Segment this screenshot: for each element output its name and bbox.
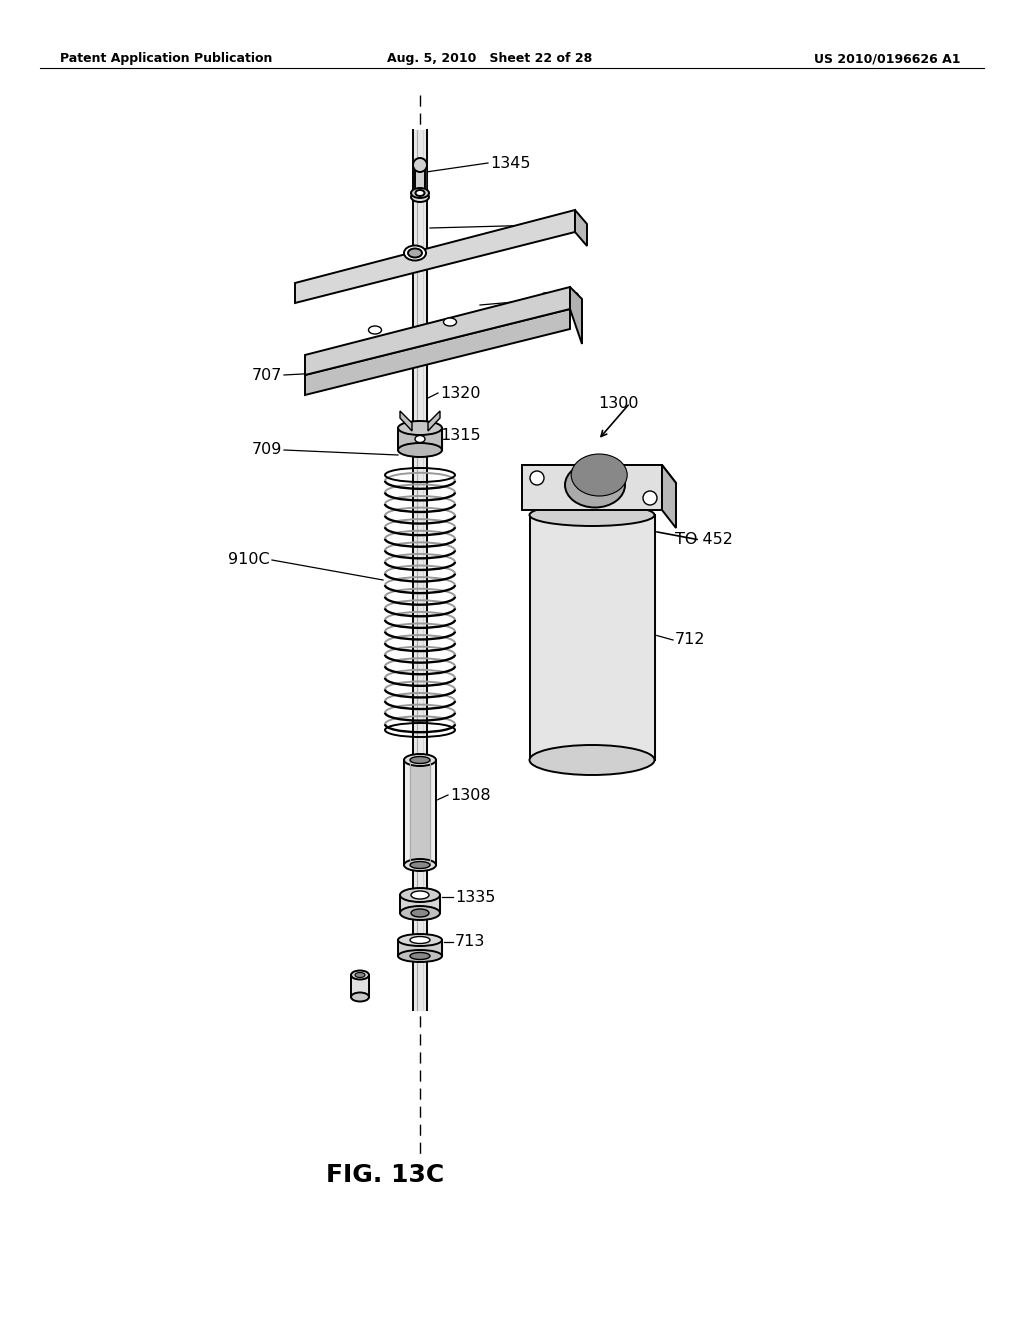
Ellipse shape bbox=[571, 454, 627, 496]
Ellipse shape bbox=[410, 936, 430, 944]
Polygon shape bbox=[295, 210, 575, 304]
Polygon shape bbox=[428, 411, 440, 432]
Text: 1315: 1315 bbox=[440, 428, 480, 442]
Polygon shape bbox=[662, 465, 676, 528]
Polygon shape bbox=[305, 286, 570, 375]
Ellipse shape bbox=[404, 754, 436, 766]
Polygon shape bbox=[305, 309, 570, 395]
Ellipse shape bbox=[413, 158, 427, 172]
Text: 1345: 1345 bbox=[490, 156, 530, 170]
Text: Aug. 5, 2010   Sheet 22 of 28: Aug. 5, 2010 Sheet 22 of 28 bbox=[387, 51, 593, 65]
Text: 1308: 1308 bbox=[450, 788, 490, 803]
Text: 712: 712 bbox=[675, 632, 706, 648]
Text: 1335: 1335 bbox=[455, 890, 496, 904]
Ellipse shape bbox=[415, 436, 425, 442]
Ellipse shape bbox=[410, 953, 430, 960]
Ellipse shape bbox=[411, 191, 429, 202]
Ellipse shape bbox=[410, 862, 430, 869]
Text: 910C: 910C bbox=[228, 553, 270, 568]
Polygon shape bbox=[400, 411, 412, 432]
Circle shape bbox=[530, 471, 544, 484]
Ellipse shape bbox=[398, 421, 442, 436]
Text: TO 452: TO 452 bbox=[675, 532, 733, 548]
Ellipse shape bbox=[351, 970, 369, 979]
Ellipse shape bbox=[410, 756, 430, 763]
Ellipse shape bbox=[355, 973, 365, 978]
Ellipse shape bbox=[398, 444, 442, 457]
Ellipse shape bbox=[404, 859, 436, 871]
Text: Patent Application Publication: Patent Application Publication bbox=[60, 51, 272, 65]
Ellipse shape bbox=[404, 246, 426, 260]
Ellipse shape bbox=[529, 504, 654, 525]
Polygon shape bbox=[575, 210, 587, 246]
Circle shape bbox=[643, 491, 657, 506]
Text: 1300: 1300 bbox=[598, 396, 639, 411]
Polygon shape bbox=[522, 465, 676, 483]
Text: 1320: 1320 bbox=[440, 385, 480, 400]
Ellipse shape bbox=[529, 744, 654, 775]
Text: 713: 713 bbox=[455, 935, 485, 949]
Ellipse shape bbox=[411, 187, 429, 198]
Ellipse shape bbox=[416, 190, 425, 195]
Text: 1340: 1340 bbox=[540, 293, 581, 308]
Ellipse shape bbox=[443, 318, 457, 326]
Text: FIG. 13C: FIG. 13C bbox=[326, 1163, 444, 1187]
Text: 707: 707 bbox=[252, 367, 282, 383]
Ellipse shape bbox=[351, 993, 369, 1002]
Ellipse shape bbox=[398, 950, 442, 962]
Text: US 2010/0196626 A1: US 2010/0196626 A1 bbox=[813, 51, 961, 65]
Text: 715: 715 bbox=[545, 218, 575, 232]
Polygon shape bbox=[570, 286, 582, 345]
Ellipse shape bbox=[408, 248, 422, 257]
Ellipse shape bbox=[411, 909, 429, 917]
Ellipse shape bbox=[400, 906, 440, 920]
Text: 709: 709 bbox=[252, 442, 282, 458]
Ellipse shape bbox=[565, 462, 625, 507]
Ellipse shape bbox=[400, 888, 440, 902]
Ellipse shape bbox=[398, 935, 442, 946]
Ellipse shape bbox=[369, 326, 382, 334]
Polygon shape bbox=[522, 465, 662, 510]
Ellipse shape bbox=[411, 891, 429, 899]
